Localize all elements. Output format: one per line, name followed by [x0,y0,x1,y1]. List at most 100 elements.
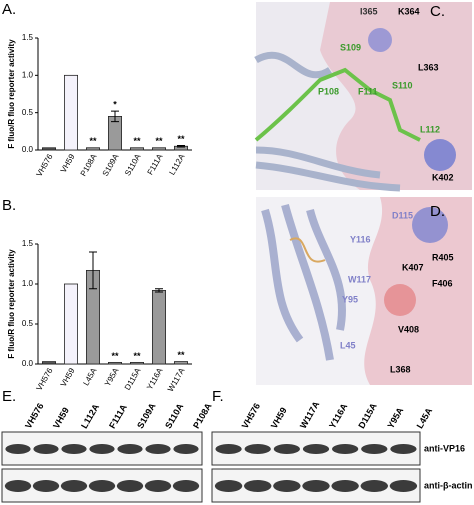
blot-band [88,480,116,492]
lane-label: Y95A [385,405,405,430]
ribbon [254,51,401,192]
bar [64,74,79,151]
residue-label: S109 [340,42,361,52]
y-tick-label: 1.5 [22,33,34,42]
ribbon [261,203,346,361]
panel-label: B. [2,197,16,214]
blot-band [5,444,31,454]
x-tick-label: VH59 [59,152,77,174]
y-axis-title: F fluo/R fluo reporter activity [7,249,16,359]
bar [151,147,166,151]
lane-label: F111A [107,402,129,430]
significance: ** [111,351,119,361]
x-tick-label: F111A [146,152,165,176]
bar [64,283,79,365]
x-tick-label: VH576 [35,366,55,392]
row-label: anti-β-actin [424,480,473,490]
panel-label: F. [212,388,224,405]
blot-band [361,444,388,454]
y-tick-label: 0.0 [22,145,34,154]
blot-band [89,444,115,454]
structure-c [254,2,472,192]
residue-label: K364 [398,6,420,16]
blot-band [60,480,88,492]
lane-label: P108A [191,401,214,430]
surface-patch [424,139,456,171]
row-label: anti-VP16 [424,443,465,453]
blot-band [214,480,243,492]
residue-label: I365 [360,6,378,16]
bar [129,361,144,365]
blot-band [360,480,388,492]
blot-band [173,444,199,454]
x-tick-label: L112A [167,152,186,177]
blot-band [390,444,417,454]
residue-label: F111 [358,86,378,96]
significance: * [113,100,117,110]
residue-label: L112 [420,124,440,134]
bar [42,147,57,151]
residue-label: K407 [402,262,424,272]
loop [289,237,326,263]
lane-label: L112A [79,402,101,430]
y-tick-label: 1.5 [22,239,34,248]
significance: ** [133,351,141,361]
lane-label: VH59 [269,406,289,430]
x-tick-label: Y116A [145,366,165,391]
x-tick-label: VH576 [35,152,55,178]
blot-band [145,444,171,454]
lane-label: S110A [163,401,185,430]
blot-band [273,444,300,454]
bar [173,361,188,365]
lane-label: VH576 [240,401,262,430]
lane-label: VH576 [23,401,45,430]
error-bar [177,145,185,148]
blot-band [302,480,330,492]
residue-label: L363 [418,62,439,72]
error-bar [155,288,163,293]
residue-label: F406 [432,278,453,288]
surface [364,197,472,385]
lane-label: VH59 [51,406,71,430]
surface-patch [384,284,416,316]
blot-band [32,480,60,492]
x-tick-label: Y95A [103,366,121,388]
blot-band [302,444,330,454]
y-tick-label: 1.0 [22,70,34,79]
blot-band [215,444,242,454]
peptide [254,67,421,142]
blot-band [331,480,359,492]
surface-patch [368,28,392,52]
residue-label: W117 [348,274,371,284]
y-tick-label: 0.5 [22,108,34,117]
residue-label: V408 [398,324,419,334]
blot-band [117,444,143,454]
residue-label: R405 [432,252,454,262]
significance: ** [133,136,141,146]
significance: ** [177,350,185,360]
residue-label: Y95 [342,294,358,304]
lane-label: D115A [356,401,379,430]
significance: ** [177,134,185,144]
blot-band [172,480,200,492]
x-tick-label: VH59 [59,366,77,388]
y-tick-label: 0.0 [22,359,34,368]
lane-label: W117A [298,399,322,430]
blot-band [116,480,144,492]
structure-d [256,197,472,385]
error-bar [89,251,97,290]
residue-label: L368 [390,364,411,374]
significance: ** [89,136,97,146]
lane-label: Y116A [327,401,349,430]
residue-label: S110 [392,80,413,90]
panel-label: A. [2,1,16,18]
panel-label: C. [430,3,445,20]
bar [151,289,166,365]
lane-label: S109A [135,401,158,430]
x-tick-label: S109A [101,152,121,178]
x-tick-label: D115A [123,366,143,392]
bar [129,147,144,151]
residue-label: P108 [318,86,339,96]
blot-band [33,444,59,454]
